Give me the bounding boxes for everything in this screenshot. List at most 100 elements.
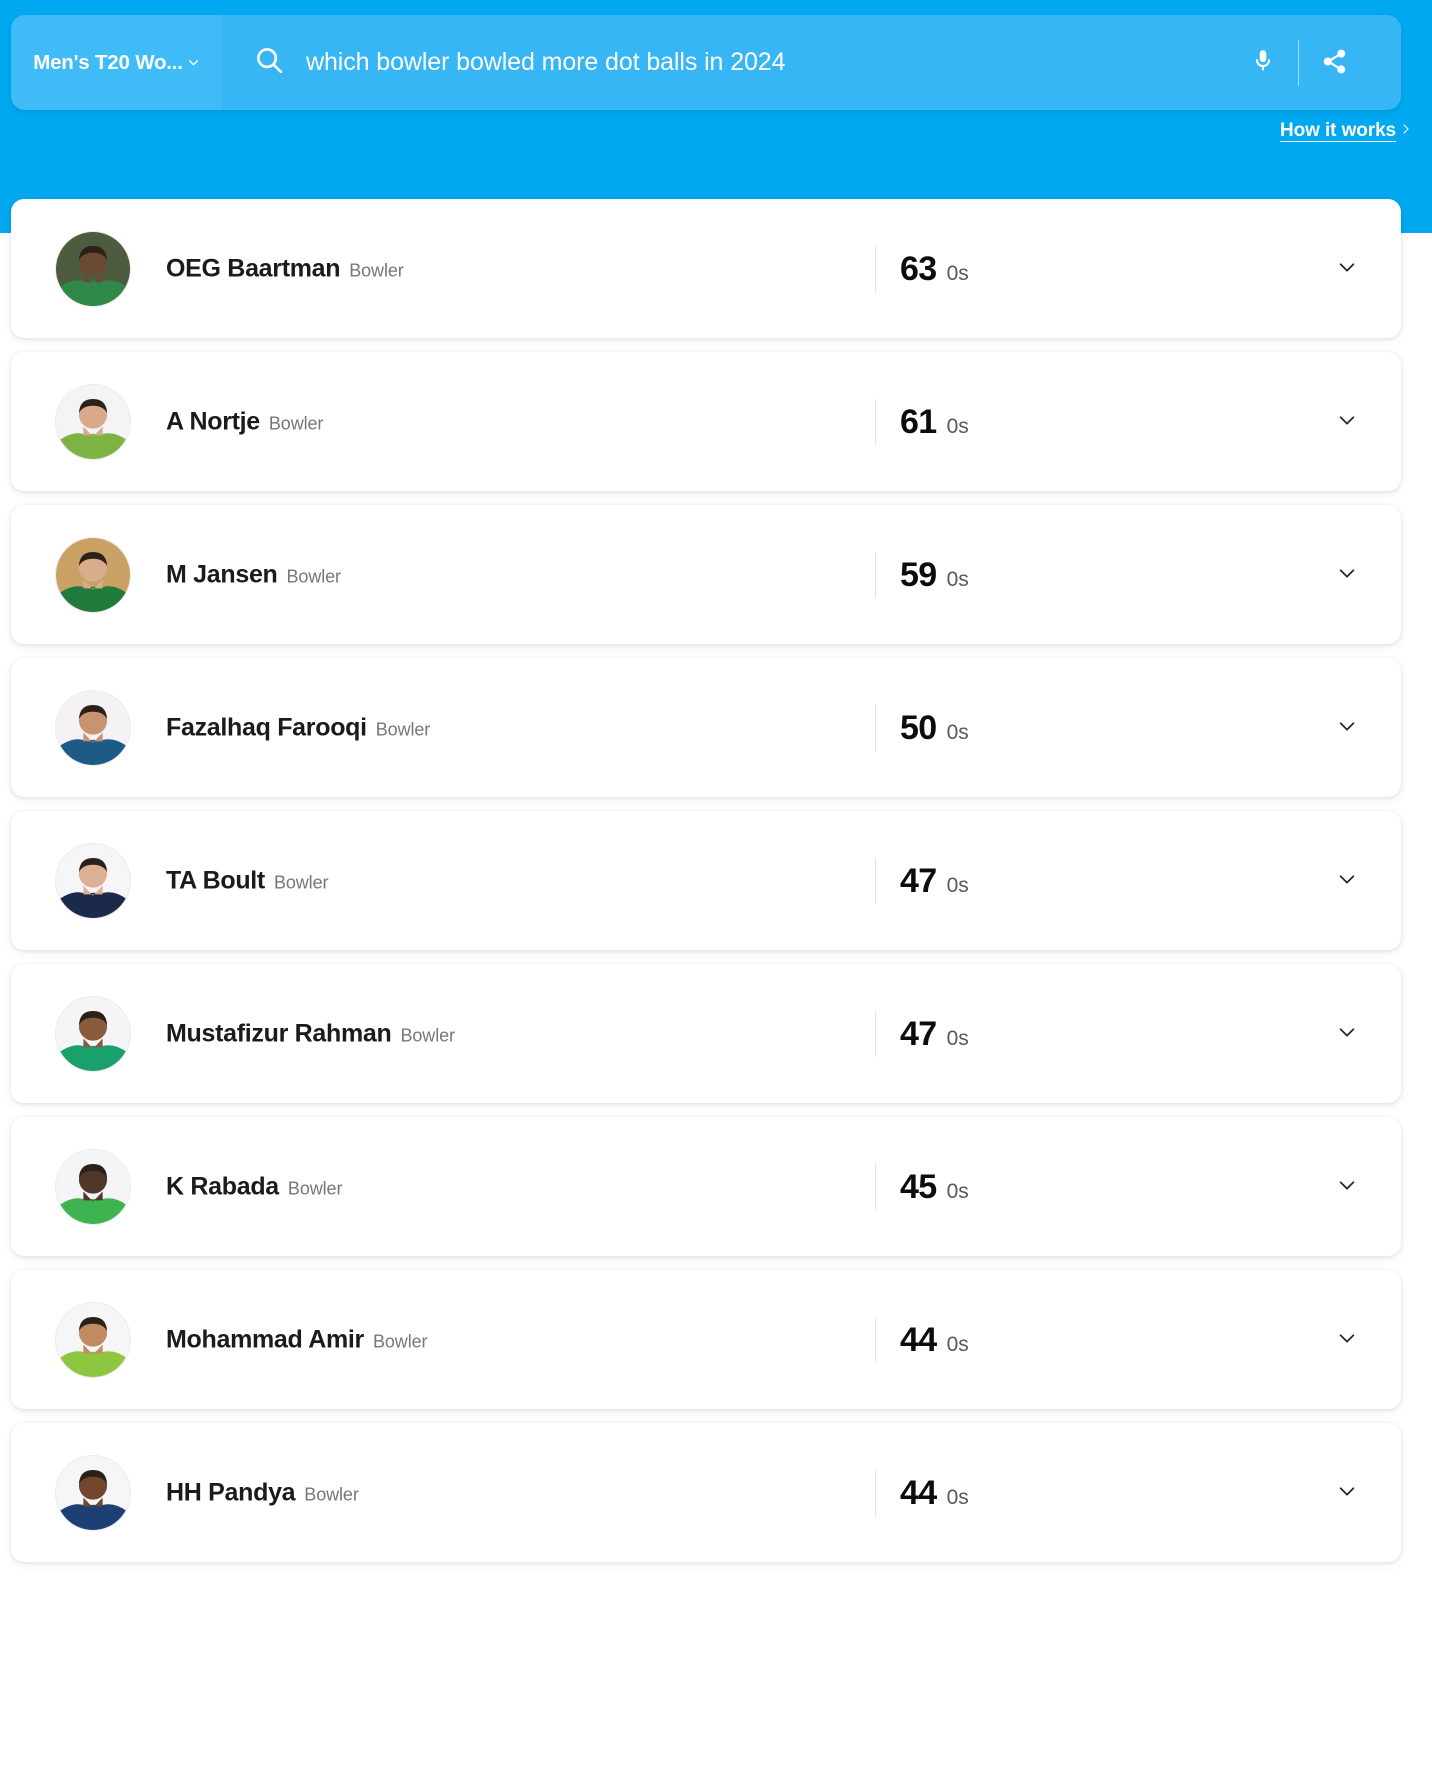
league-selector-label: Men's T20 Wo... <box>33 50 183 74</box>
chevron-down-icon <box>1336 256 1358 281</box>
stat-value: 44 <box>900 1320 937 1359</box>
result-card[interactable]: HH Pandya Bowler 44 0s <box>11 1423 1401 1562</box>
expand-row-button[interactable] <box>1325 400 1369 444</box>
stat-value: 44 <box>900 1473 937 1512</box>
how-it-works-link[interactable]: How it works <box>1280 120 1412 142</box>
stat-block: 44 0s <box>875 1316 969 1363</box>
stat-unit: 0s <box>946 414 969 438</box>
search-icon <box>254 45 284 80</box>
avatar <box>55 230 131 307</box>
player-info: Fazalhaq Farooqi Bowler <box>166 713 430 742</box>
avatar <box>55 1454 131 1531</box>
stat-block: 47 0s <box>875 857 969 904</box>
player-name: K Rabada <box>166 1172 279 1200</box>
player-name: A Nortje <box>166 407 260 435</box>
chevron-down-icon <box>1336 1174 1358 1199</box>
expand-row-button[interactable] <box>1325 859 1369 903</box>
results-list: OEG Baartman Bowler 63 0s A Nortje Bowle… <box>0 199 1432 1576</box>
share-icon <box>1321 48 1348 78</box>
result-card[interactable]: M Jansen Bowler 59 0s <box>11 505 1401 644</box>
stat-block: 44 0s <box>875 1469 969 1516</box>
player-info: OEG Baartman Bowler <box>166 254 404 283</box>
expand-row-button[interactable] <box>1325 1318 1369 1362</box>
player-name: HH Pandya <box>166 1478 296 1506</box>
chevron-down-icon <box>1336 1480 1358 1505</box>
avatar <box>55 995 131 1072</box>
player-role: Bowler <box>268 413 324 433</box>
stat-unit: 0s <box>946 873 969 897</box>
stat-block: 59 0s <box>875 551 969 598</box>
player-info: Mohammad Amir Bowler <box>166 1325 428 1354</box>
player-name: Mohammad Amir <box>166 1325 364 1353</box>
actions-divider <box>1298 39 1299 86</box>
chevron-down-icon <box>1336 868 1358 893</box>
player-info: TA Boult Bowler <box>166 866 328 895</box>
stat-block: 45 0s <box>875 1163 969 1210</box>
stat-value: 50 <box>900 708 937 747</box>
stat-unit: 0s <box>946 720 969 744</box>
result-card[interactable]: TA Boult Bowler 47 0s <box>11 811 1401 950</box>
chevron-down-icon <box>1336 1327 1358 1352</box>
stat-unit: 0s <box>946 1332 969 1356</box>
player-info: HH Pandya Bowler <box>166 1478 359 1507</box>
stat-block: 61 0s <box>875 398 969 445</box>
avatar <box>55 689 131 766</box>
search-actions <box>1232 15 1401 110</box>
expand-row-button[interactable] <box>1325 1012 1369 1056</box>
player-role: Bowler <box>375 719 431 739</box>
player-role: Bowler <box>304 1484 359 1504</box>
result-card[interactable]: A Nortje Bowler 61 0s <box>11 352 1401 491</box>
expand-row-button[interactable] <box>1325 1165 1369 1209</box>
share-button[interactable] <box>1303 32 1365 94</box>
expand-row-button[interactable] <box>1325 247 1369 291</box>
expand-row-button[interactable] <box>1325 553 1369 597</box>
search-input-area[interactable] <box>222 15 1232 110</box>
stat-block: 63 0s <box>875 245 969 292</box>
player-name: Mustafizur Rahman <box>166 1019 392 1047</box>
voice-search-button[interactable] <box>1232 32 1294 94</box>
stat-unit: 0s <box>946 1179 969 1203</box>
player-role: Bowler <box>286 566 342 586</box>
chevron-down-icon <box>1336 409 1358 434</box>
stat-value: 45 <box>900 1167 937 1206</box>
player-name: TA Boult <box>166 866 265 894</box>
player-role: Bowler <box>372 1331 428 1351</box>
player-role: Bowler <box>400 1025 455 1045</box>
stat-value: 47 <box>900 1014 937 1053</box>
player-info: K Rabada Bowler <box>166 1172 342 1201</box>
result-card[interactable]: K Rabada Bowler 45 0s <box>11 1117 1401 1256</box>
player-info: A Nortje Bowler <box>166 407 323 436</box>
stat-unit: 0s <box>946 567 969 591</box>
player-name: OEG Baartman <box>166 254 341 282</box>
result-card[interactable]: Mohammad Amir Bowler 44 0s <box>11 1270 1401 1409</box>
result-card[interactable]: Fazalhaq Farooqi Bowler 50 0s <box>11 658 1401 797</box>
stat-unit: 0s <box>946 1485 969 1509</box>
player-info: M Jansen Bowler <box>166 560 341 589</box>
stat-block: 50 0s <box>875 704 969 751</box>
chevron-down-icon <box>187 56 200 69</box>
player-role: Bowler <box>287 1178 343 1198</box>
player-name: Fazalhaq Farooqi <box>166 713 367 741</box>
stat-block: 47 0s <box>875 1010 969 1057</box>
player-name: M Jansen <box>166 560 278 588</box>
avatar <box>55 536 131 613</box>
chevron-down-icon <box>1336 715 1358 740</box>
player-info: Mustafizur Rahman Bowler <box>166 1019 455 1048</box>
player-role: Bowler <box>349 260 404 280</box>
result-card[interactable]: OEG Baartman Bowler 63 0s <box>11 199 1401 338</box>
search-input[interactable] <box>306 48 1232 77</box>
stat-value: 63 <box>900 249 937 288</box>
stat-value: 47 <box>900 861 937 900</box>
stat-value: 59 <box>900 555 937 594</box>
microphone-icon <box>1250 46 1276 79</box>
stat-unit: 0s <box>946 261 969 285</box>
expand-row-button[interactable] <box>1325 1471 1369 1515</box>
search-bar: Men's T20 Wo... <box>11 15 1401 110</box>
league-selector[interactable]: Men's T20 Wo... <box>11 15 222 110</box>
expand-row-button[interactable] <box>1325 706 1369 750</box>
how-it-works-label: How it works <box>1280 120 1396 141</box>
result-card[interactable]: Mustafizur Rahman Bowler 47 0s <box>11 964 1401 1103</box>
avatar <box>55 383 131 460</box>
chevron-right-icon <box>1400 121 1412 142</box>
